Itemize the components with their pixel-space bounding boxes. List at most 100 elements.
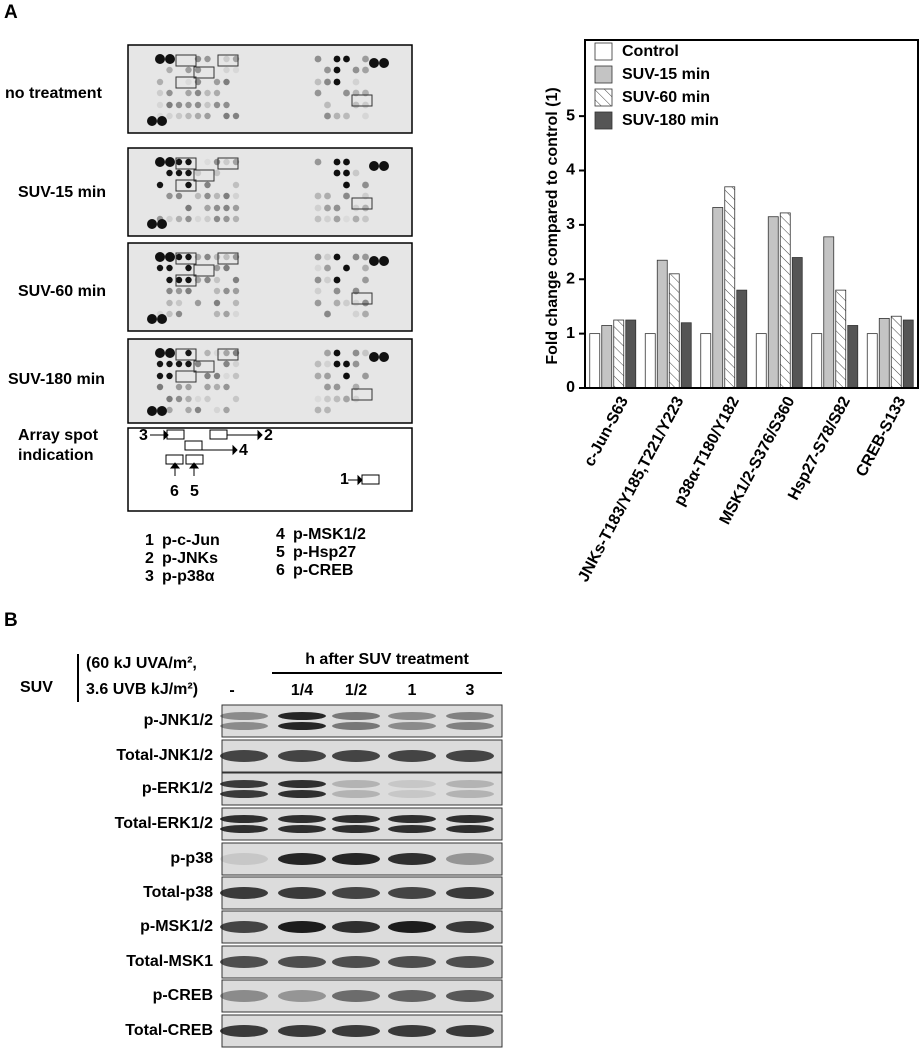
array-spot	[223, 253, 230, 261]
blot-band	[332, 815, 380, 823]
array-spot	[156, 360, 164, 368]
array-spot	[223, 112, 230, 120]
reference-spot	[147, 314, 157, 324]
spot-indication-label: indication	[18, 447, 94, 464]
blot-band	[278, 790, 326, 798]
array-spot	[223, 287, 230, 295]
blot-image	[221, 772, 503, 806]
reference-spot	[369, 352, 379, 362]
array-spot	[333, 287, 341, 295]
bar	[811, 333, 823, 389]
array-spot	[232, 299, 240, 307]
blot-band	[278, 750, 326, 762]
array-spot	[166, 299, 173, 307]
spot-legend-label: p-MSK1/2	[293, 526, 366, 543]
array-spot	[156, 78, 164, 86]
array-spot	[333, 169, 341, 177]
array-spot	[362, 310, 369, 318]
array-spot	[213, 349, 221, 357]
spot-box	[351, 94, 373, 107]
array-spot	[343, 395, 350, 403]
array-spot	[232, 287, 240, 295]
array-spot	[166, 406, 173, 414]
blot-band	[446, 956, 494, 968]
array-spot	[314, 215, 322, 223]
array-spot	[343, 192, 350, 200]
bar	[712, 207, 724, 389]
blot-label: Total-ERK1/2	[115, 815, 213, 832]
blot-band	[332, 956, 380, 968]
array-spot	[314, 395, 322, 403]
treatment-label: SUV	[20, 679, 53, 696]
reference-spot	[369, 161, 379, 171]
bar	[878, 317, 890, 389]
array-spot	[314, 78, 322, 86]
spot-box	[193, 264, 215, 277]
array-spot	[213, 372, 221, 380]
blot-band	[332, 790, 380, 798]
array-spot	[324, 372, 331, 380]
reference-spot	[147, 406, 157, 416]
blot-band	[278, 956, 326, 968]
blot-band	[388, 825, 436, 833]
array-spot	[362, 66, 369, 74]
array-spot	[213, 192, 221, 200]
blot-band	[278, 887, 326, 899]
blot-band	[446, 815, 494, 823]
blot-band	[220, 790, 268, 798]
array-spot	[343, 89, 350, 97]
blot-band	[446, 780, 494, 788]
spot-box	[175, 348, 197, 361]
array-spot	[156, 264, 164, 272]
y-tick-label: 0	[566, 379, 575, 396]
blot-band	[332, 853, 380, 865]
array-spot	[352, 310, 360, 318]
blot-band	[446, 712, 494, 720]
spot-indication	[127, 427, 413, 512]
array-spot	[324, 406, 331, 414]
reference-spot	[369, 256, 379, 266]
array-spot	[314, 89, 322, 97]
array-spot	[185, 406, 192, 414]
bar	[736, 289, 748, 389]
array-spot	[194, 360, 202, 368]
spot-legend-label: p-Hsp27	[293, 544, 356, 561]
array-spot	[352, 101, 360, 109]
spot-box	[193, 360, 215, 373]
array-spot	[175, 101, 183, 109]
blot-band	[446, 990, 494, 1002]
array-spot	[362, 215, 369, 223]
array-spot	[232, 66, 240, 74]
array-spot	[352, 299, 360, 307]
bar	[847, 325, 859, 389]
array-spot	[166, 372, 173, 380]
legend-label: SUV-60 min	[622, 89, 710, 106]
array-spot	[156, 372, 164, 380]
array-spot	[314, 360, 322, 368]
reference-spot	[155, 54, 165, 64]
array-spot	[324, 349, 331, 357]
bar	[644, 333, 656, 389]
blot-band	[446, 1025, 494, 1037]
blot-band	[278, 921, 326, 933]
array-spot	[194, 215, 202, 223]
array-spot	[194, 101, 202, 109]
array-spot	[333, 66, 341, 74]
spot-box	[175, 179, 197, 192]
array-spot	[324, 264, 331, 272]
array-spot	[324, 360, 331, 368]
blot-band	[278, 712, 326, 720]
blot-band	[220, 722, 268, 730]
western-blots: SUV (60 kJ UVA/m², 3.6 UVB kJ/m²) h afte…	[20, 651, 503, 1048]
blot-band	[332, 712, 380, 720]
array-spot	[166, 66, 173, 74]
blot-band	[446, 825, 494, 833]
spot-number: 6	[170, 483, 179, 500]
array-spot	[185, 158, 192, 166]
array-spot	[185, 101, 192, 109]
array-spot	[204, 192, 211, 200]
array-label: no treatment	[5, 85, 103, 102]
array-spot	[362, 372, 369, 380]
array-spot	[213, 89, 221, 97]
blot-band	[388, 853, 436, 865]
